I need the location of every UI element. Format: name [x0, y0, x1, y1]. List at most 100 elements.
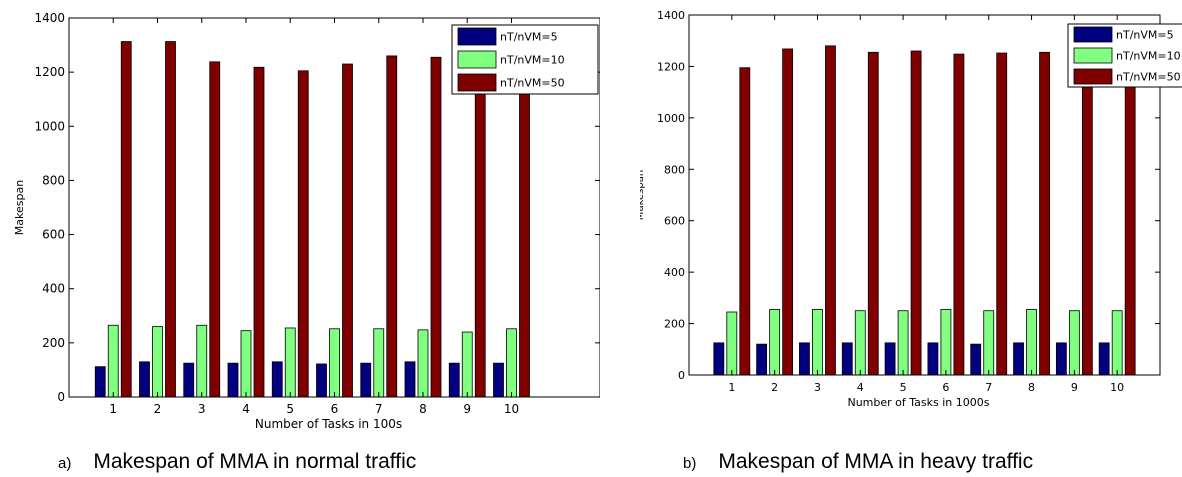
bar-1	[799, 342, 810, 376]
caption-b-text: Makespan of MMA in heavy traffic	[718, 450, 1034, 473]
bar-3	[165, 41, 176, 398]
legend-swatch-2	[1073, 47, 1113, 64]
caption-a: a) Makespan of MMA in normal traffic	[58, 450, 416, 474]
bar-1	[1098, 342, 1110, 376]
y-tick-label: 400	[42, 282, 65, 296]
x-tick-label: 1	[109, 402, 117, 416]
bar-1	[271, 361, 283, 398]
bar-3	[209, 61, 221, 398]
bar-3	[1124, 51, 1136, 376]
x-tick-label: 5	[286, 402, 294, 416]
y-tick-label: 0	[57, 390, 65, 404]
bar-3	[120, 41, 132, 398]
bar-3	[996, 52, 1008, 376]
bar-1	[448, 362, 460, 398]
bar-3	[519, 55, 530, 398]
legend-swatch-2	[457, 50, 497, 69]
legend-swatch-1	[1073, 26, 1113, 43]
legend-label-1: nT/nVM=5	[500, 31, 558, 44]
caption-a-text: Makespan of MMA in normal traffic	[93, 450, 417, 473]
y-tick-label: 1000	[34, 119, 65, 133]
bar-2	[1111, 310, 1123, 376]
bar-2	[417, 329, 429, 398]
bar-3	[953, 53, 965, 376]
y-tick-label: 1400	[34, 11, 65, 25]
bar-2	[329, 328, 340, 398]
bar-3	[297, 70, 309, 398]
bar-1	[227, 362, 239, 398]
x-tick-label: 9	[463, 402, 471, 416]
x-tick-label: 3	[198, 402, 206, 416]
axes-frame	[688, 14, 1161, 376]
bar-2	[152, 326, 163, 398]
bar-3	[910, 50, 922, 376]
chart-heavy-traffic: 0 200 400 600 800 1000 1200 1400 1 2 3 4 5 6 7 8 9 10 Numb…	[640, 9, 1182, 409]
bar-1	[139, 361, 150, 398]
bar-3	[474, 56, 486, 398]
bar-1	[841, 342, 853, 376]
x-axis-label: Number of Tasks in 100s	[255, 417, 402, 431]
bar-3	[1081, 51, 1093, 376]
bar-2	[983, 310, 995, 376]
legend-label-2: nT/nVM=10	[1116, 50, 1181, 63]
y-tick-label: 600	[42, 228, 65, 242]
bar-2	[726, 311, 738, 376]
legend-label-1: nT/nVM=5	[1116, 29, 1174, 42]
bar-1	[927, 342, 939, 376]
caption-a-letter: a)	[58, 455, 72, 472]
bar-3	[253, 66, 265, 398]
bar-1	[970, 343, 982, 376]
x-tick-label: 5	[900, 381, 907, 394]
x-tick-label: 4	[857, 381, 864, 394]
x-axis-label: Number of Tasks in 1000s	[847, 396, 989, 409]
bar-2	[461, 331, 473, 398]
bar-1	[713, 342, 725, 376]
x-tick-label: 3	[814, 381, 821, 394]
x-tick-label: 1	[728, 381, 735, 394]
caption-b: b) Makespan of MMA in heavy traffic	[683, 450, 1033, 474]
y-tick-label: 0	[678, 369, 685, 382]
bar-2	[812, 309, 823, 376]
y-tick-label: 200	[42, 336, 65, 350]
x-tick-label: 2	[771, 381, 778, 394]
bar-3	[430, 56, 442, 398]
x-tick-label: 10	[504, 402, 519, 416]
y-tick-label: 1200	[34, 65, 65, 79]
legend-label-2: nT/nVM=10	[500, 54, 565, 67]
bar-1	[360, 362, 372, 398]
x-tick-label: 7	[375, 402, 383, 416]
y-tick-label: 800	[664, 163, 685, 176]
caption-b-letter: b)	[683, 455, 697, 472]
bar-2	[897, 310, 909, 376]
x-tick-label: 6	[331, 402, 339, 416]
x-tick-label: 9	[1071, 381, 1078, 394]
x-tick-label: 2	[154, 402, 162, 416]
legend-swatch-3	[457, 73, 497, 92]
bar-1	[884, 342, 896, 376]
bar-2	[107, 324, 119, 398]
bar-2	[769, 309, 781, 376]
bar-1	[404, 361, 416, 398]
bar-1	[493, 362, 504, 398]
y-tick-label: 1000	[657, 112, 685, 125]
y-tick-label: 600	[664, 215, 685, 228]
bar-1	[183, 362, 195, 398]
y-tick-label: 1400	[657, 9, 685, 22]
legend: nT/nVM=5 nT/nVM=10 nT/nVM=50	[451, 24, 599, 95]
y-axis-label: Makespan	[13, 180, 26, 235]
legend-swatch-3	[1073, 68, 1113, 85]
bar-3	[867, 51, 879, 376]
bar-2	[506, 328, 517, 398]
bar-3	[782, 48, 794, 376]
bar-2	[1026, 309, 1037, 376]
bar-3	[739, 67, 751, 376]
bar-2	[284, 327, 296, 398]
x-tick-label: 7	[985, 381, 992, 394]
legend-swatch-1	[457, 27, 497, 46]
bar-2	[196, 324, 208, 398]
bar-1	[316, 363, 327, 398]
bar-1	[1013, 342, 1024, 376]
legend: nT/nVM=5 nT/nVM=10 nT/nVM=50	[1067, 23, 1182, 88]
bar-2	[240, 330, 252, 398]
bar-3	[1039, 51, 1050, 376]
